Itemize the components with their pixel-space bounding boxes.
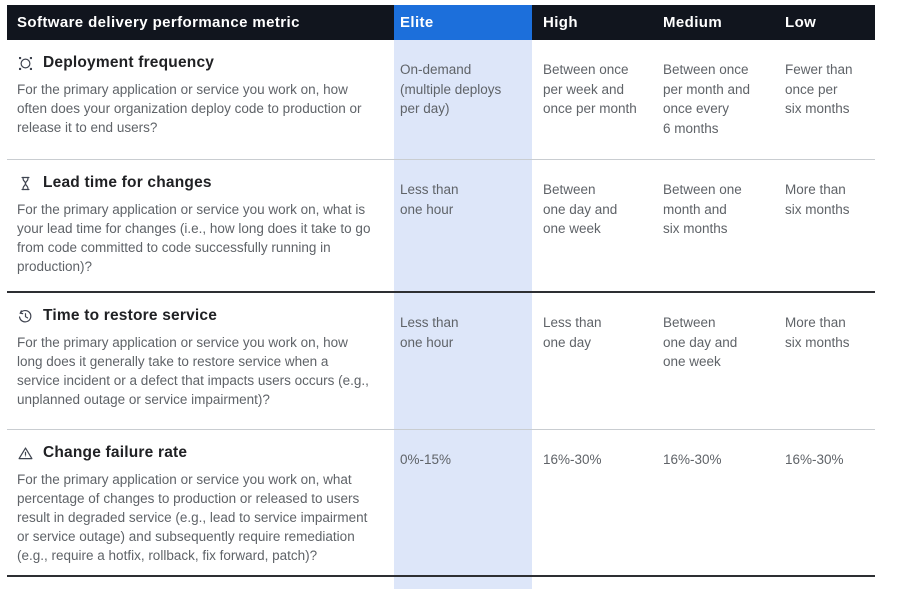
metric-cell: Change failure rate For the primary appl… (7, 430, 387, 575)
elite-value: 0%-15% (400, 452, 452, 467)
hourglass-icon (17, 175, 34, 192)
low-value: More than six months (785, 315, 850, 350)
table-header: Software delivery performance metric Eli… (7, 5, 875, 40)
table-row-lead-time: Lead time for changes For the primary ap… (7, 160, 875, 293)
metric-cell: Lead time for changes For the primary ap… (7, 160, 387, 291)
header-elite: Elite (400, 14, 434, 31)
low-value: More than six months (785, 182, 850, 217)
low-value: Fewer than once per six months (785, 62, 853, 116)
high-value: Between one day and one week (543, 182, 618, 236)
elite-header-highlight (394, 5, 532, 40)
medium-value: 16%-30% (663, 452, 722, 467)
metric-description: For the primary application or service y… (17, 202, 371, 274)
metric-title-row: Change failure rate (17, 444, 373, 462)
metric-title-row: Deployment frequency (17, 54, 373, 72)
dora-metrics-table: Software delivery performance metric Eli… (7, 5, 875, 589)
table-body: Deployment frequency For the primary app… (7, 40, 875, 577)
metric-title-row: Lead time for changes (17, 174, 373, 192)
metric-cell: Time to restore service For the primary … (7, 293, 387, 429)
metric-title: Lead time for changes (43, 174, 212, 191)
table-row-time-to-restore: Time to restore service For the primary … (7, 293, 875, 430)
medium-value: Between one day and one week (663, 315, 738, 369)
metric-title-row: Time to restore service (17, 307, 373, 325)
warning-triangle-icon (17, 445, 34, 462)
metric-cell: Deployment frequency For the primary app… (7, 40, 387, 159)
elite-value: Less than one hour (400, 182, 459, 217)
metric-description: For the primary application or service y… (17, 335, 369, 407)
elite-value: On-demand (multiple deploys per day) (400, 62, 502, 116)
high-value: 16%-30% (543, 452, 602, 467)
header-medium: Medium (663, 14, 723, 31)
header-high: High (543, 14, 578, 31)
metric-title: Change failure rate (43, 444, 188, 461)
table-row-change-failure-rate: Change failure rate For the primary appl… (7, 430, 875, 577)
header-metric-label: Software delivery performance metric (17, 14, 300, 31)
metric-description: For the primary application or service y… (17, 82, 362, 135)
high-value: Between once per week and once per month (543, 62, 637, 116)
deployment-frequency-icon (17, 55, 34, 72)
table-row-deployment-frequency: Deployment frequency For the primary app… (7, 40, 875, 160)
medium-value: Between one month and six months (663, 182, 742, 236)
high-value: Less than one day (543, 315, 602, 350)
metric-title: Deployment frequency (43, 54, 215, 71)
metric-description: For the primary application or service y… (17, 472, 368, 563)
restore-clock-icon (17, 308, 34, 325)
elite-column-band (394, 40, 532, 589)
metric-title: Time to restore service (43, 307, 218, 324)
low-value: 16%-30% (785, 452, 844, 467)
elite-value: Less than one hour (400, 315, 459, 350)
medium-value: Between once per month and once every 6 … (663, 62, 751, 136)
header-low: Low (785, 14, 817, 31)
